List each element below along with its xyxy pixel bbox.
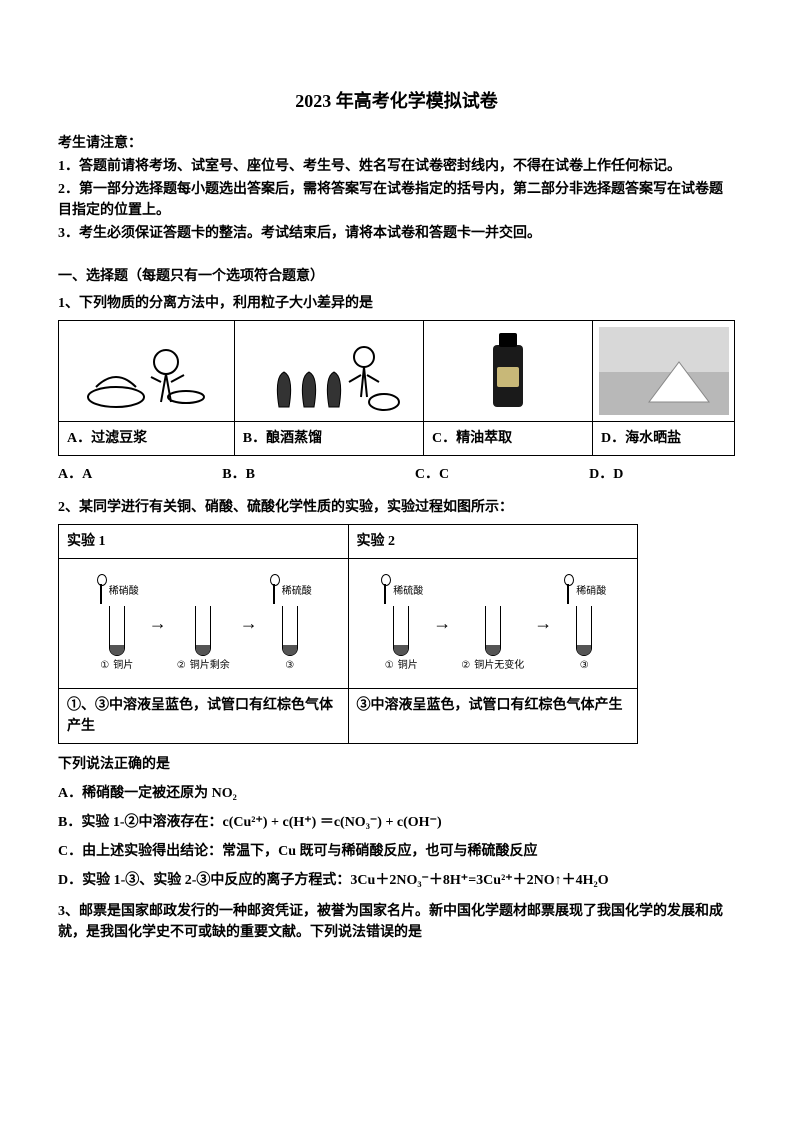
q1-option-a: A．A — [58, 464, 92, 485]
notice-line-3: 3．考生必须保证答题卡的整洁。考试结束后，请将本试卷和答题卡一并交回。 — [58, 223, 735, 244]
q1-img-cell-b — [234, 321, 423, 422]
q2-head-2: 实验 2 — [348, 525, 638, 559]
circled-1: ① — [100, 658, 109, 673]
circled-2: ② — [461, 658, 470, 673]
q1-options: A．A B．B C．C D．D — [58, 464, 735, 485]
circled-2: ② — [177, 658, 186, 673]
q2-head-1: 实验 1 — [59, 525, 349, 559]
q1-cell-b-label: B．酿酒蒸馏 — [234, 422, 423, 456]
label-dilute-sulfuric: 稀硫酸 — [393, 584, 423, 599]
q1-image-table: A．过滤豆浆 B．酿酒蒸馏 C．精油萃取 D．海水晒盐 — [58, 320, 735, 456]
q1-option-b: B．B — [222, 464, 255, 485]
arrow-icon: → — [238, 610, 260, 637]
label-dilute-nitric: 稀硝酸 — [576, 584, 606, 599]
label-copper: 铜片 — [398, 658, 418, 673]
section-1-heading: 一、选择题（每题只有一个选项符合题意） — [58, 266, 735, 287]
q1-img-cell-a — [59, 321, 235, 422]
q2-followup: 下列说法正确的是 — [58, 754, 735, 775]
arrow-icon: → — [431, 610, 453, 637]
q2-stem: 2、某同学进行有关铜、硝酸、硫酸化学性质的实验，实验过程如图所示： — [58, 497, 735, 518]
q2-experiment-table: 实验 1 实验 2 稀硝酸 ① 铜片 → — [58, 524, 638, 744]
circled-3: ③ — [285, 658, 294, 673]
dropper-icon — [95, 574, 107, 604]
dropper-icon — [562, 574, 574, 604]
q1-option-c: C．C — [415, 464, 449, 485]
essential-oil-image — [428, 325, 588, 417]
q1-stem: 1、下列物质的分离方法中，利用粒子大小差异的是 — [58, 293, 735, 314]
q2-result-2: ③中溶液呈蓝色，试管口有红棕色气体产生 — [348, 689, 638, 744]
q1-cell-d-label: D．海水晒盐 — [593, 422, 735, 456]
label-dilute-nitric: 稀硝酸 — [109, 584, 139, 599]
notice-line-2: 2．第一部分选择题每小题选出答案后，需将答案写在试卷指定的括号内，第二部分非选择… — [58, 179, 735, 221]
label-copper-nochange: 铜片无变化 — [474, 658, 524, 673]
arrow-icon: → — [532, 610, 554, 637]
label-copper: 铜片 — [113, 658, 133, 673]
q1-cell-c-label: C．精油萃取 — [424, 422, 593, 456]
q1-img-cell-d — [593, 321, 735, 422]
label-copper-remain: 铜片剩余 — [190, 658, 230, 673]
q1-img-cell-c — [424, 321, 593, 422]
circled-3: ③ — [580, 658, 589, 673]
filter-soymilk-image — [63, 325, 230, 417]
q2-option-b: B．实验 1-②中溶液存在：c(Cu²⁺) + c(H⁺) ＝c(NO₃⁻) +… — [58, 812, 735, 833]
dropper-icon — [379, 574, 391, 604]
q2-result-1: ①、③中溶液呈蓝色，试管口有红棕色气体产生 — [59, 689, 349, 744]
notice-line-1: 1．答题前请将考场、试室号、座位号、考生号、姓名写在试卷密封线内，不得在试卷上作… — [58, 156, 735, 177]
dropper-icon — [268, 574, 280, 604]
q2-diagram-2: 稀硫酸 ① 铜片 → ② 铜片无变化 → — [348, 559, 638, 689]
q1-cell-a-label: A．过滤豆浆 — [59, 422, 235, 456]
q2-diagram-1: 稀硝酸 ① 铜片 → ② 铜片剩余 → — [59, 559, 349, 689]
notice-heading: 考生请注意： — [58, 133, 735, 154]
q3-stem: 3、邮票是国家邮政发行的一种邮资凭证，被誉为国家名片。新中国化学题材邮票展现了我… — [58, 901, 735, 943]
q1-option-d: D．D — [589, 464, 623, 485]
q2-option-a: A．稀硝酸一定被还原为 NO₂ — [58, 783, 735, 804]
q2-option-c: C．由上述实验得出结论：常温下，Cu 既可与稀硝酸反应，也可与稀硫酸反应 — [58, 841, 735, 862]
seawater-salt-image — [597, 325, 730, 417]
page-title: 2023 年高考化学模拟试卷 — [58, 88, 735, 115]
q2-option-d: D．实验 1-③、实验 2-③中反应的离子方程式：3Cu＋2NO₃⁻＋8H⁺=3… — [58, 870, 735, 891]
arrow-icon: → — [147, 610, 169, 637]
label-dilute-sulfuric: 稀硫酸 — [282, 584, 312, 599]
wine-distillation-image — [239, 325, 419, 417]
circled-1: ① — [385, 658, 394, 673]
